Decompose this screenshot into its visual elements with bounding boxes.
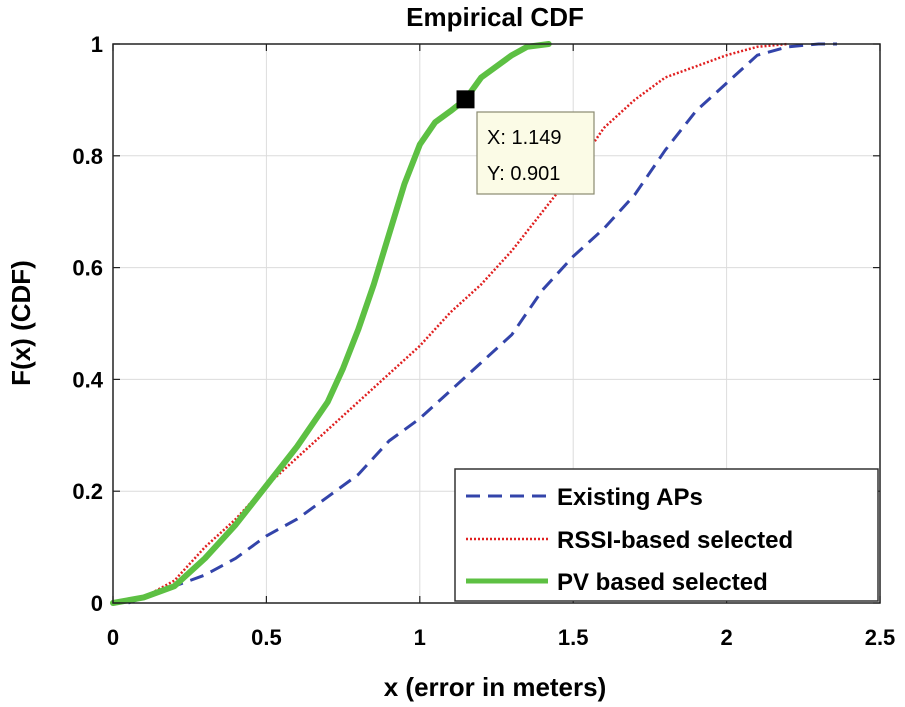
chart-title: Empirical CDF [406,2,584,32]
y-tick-label-3: 0.6 [72,256,103,281]
x-tick-label-5: 2.5 [865,625,896,650]
y-tick-label-0: 0 [91,591,103,616]
x-tick-label-2: 1 [414,625,426,650]
axes-frame [112,43,881,604]
x-tick-label-4: 2 [720,625,732,650]
legend-entry-2: PV based selected [557,569,768,596]
x-tick-label-3: 1.5 [558,625,589,650]
y-axis-label: F(x) (CDF) [6,260,36,386]
legend-entry-0: Existing APs [557,484,703,511]
legend-entry-1: RSSI-based selected [557,527,793,554]
tick-labels: 0 0.5 1 1.5 2 2.5 0 0.2 0.4 0.6 0.8 1 [72,32,895,650]
data-tip[interactable]: X: 1.149 Y: 0.901 [456,90,595,195]
datatip-y-value: Y: 0.901 [487,163,560,185]
y-tick-label-5: 1 [91,32,103,57]
y-tick-label-4: 0.8 [72,144,103,169]
y-tick-label-2: 0.4 [72,367,103,392]
datatip-marker [456,90,475,109]
x-tick-label-1: 0.5 [251,625,282,650]
plot-frame [112,43,881,604]
datatip-box [476,111,595,195]
series-layer [110,41,837,606]
x-axis-label: x (error in meters) [384,672,607,702]
y-tick-label-1: 0.2 [72,479,103,504]
series-line-0 [127,42,837,605]
series-line-2 [110,41,552,606]
legend: Existing APs RSSI-based selected PV based … [454,468,879,602]
x-tick-label-0: 0 [107,625,119,650]
datatip-x-value: X: 1.149 [487,127,562,149]
